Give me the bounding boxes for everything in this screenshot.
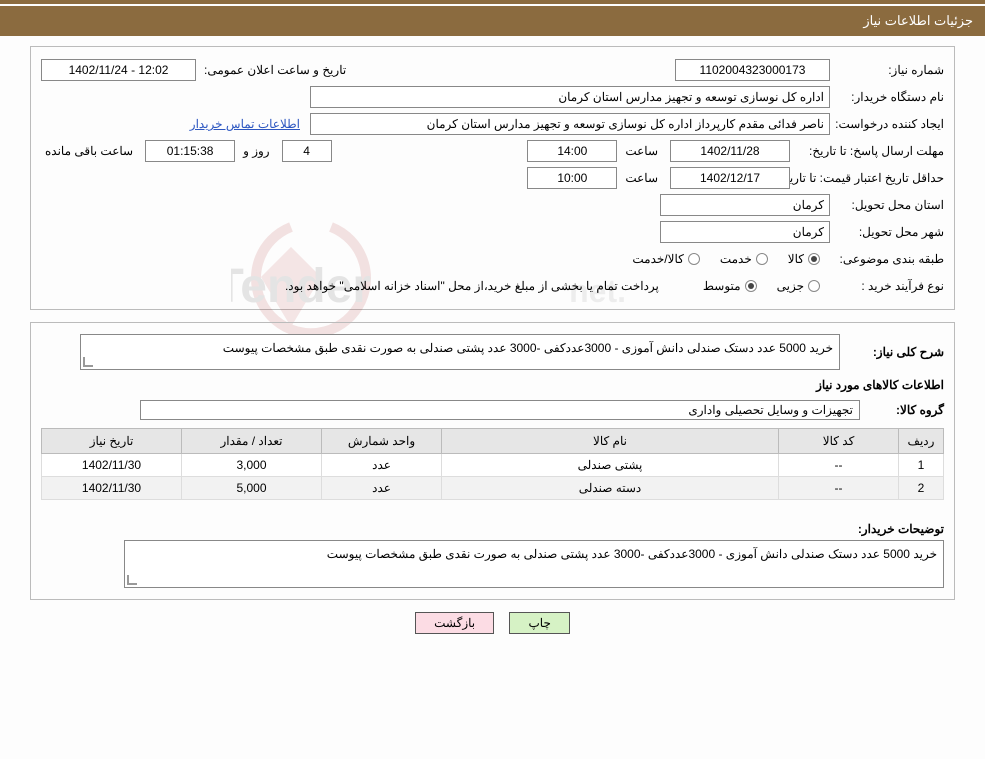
purchase-note: پرداخت تمام یا بخشی از مبلغ خرید،از محل … xyxy=(285,279,659,293)
items-table: ردیف کد کالا نام کالا واحد شمارش تعداد /… xyxy=(41,428,944,500)
radio-label-goods-service: کالا/خدمت xyxy=(632,252,683,266)
resize-handle-icon xyxy=(127,575,137,585)
label-remaining: ساعت باقی مانده xyxy=(41,144,141,158)
radio-ptype-partial[interactable]: جزیی xyxy=(777,279,820,293)
field-answer-deadline-hour: 14:00 xyxy=(527,140,617,162)
label-hour-2: ساعت xyxy=(621,171,666,185)
radio-dot-goods-service xyxy=(688,253,700,265)
radio-label-service: خدمت xyxy=(720,252,752,266)
label-day-and: روز و xyxy=(239,144,278,158)
th-row: ردیف xyxy=(899,429,944,454)
radio-label-partial: جزیی xyxy=(777,279,804,293)
th-name: نام کالا xyxy=(442,429,779,454)
cell-name: پشتی صندلی xyxy=(442,454,779,477)
items-title: اطلاعات کالاهای مورد نیاز xyxy=(41,378,944,392)
label-purchase-type: نوع فرآیند خرید : xyxy=(824,279,944,293)
cell-code: -- xyxy=(779,454,899,477)
radio-dot-service xyxy=(756,253,768,265)
label-overall-desc: شرح کلی نیاز: xyxy=(844,345,944,359)
field-requester: ناصر فدائی مقدم کارپرداز اداره کل نوسازی… xyxy=(310,113,830,135)
label-hour-1: ساعت xyxy=(621,144,666,158)
radio-filled-goods xyxy=(811,256,817,262)
page-title: جزئیات اطلاعات نیاز xyxy=(863,13,973,28)
field-buyer-org: اداره کل نوسازی توسعه و تجهیز مدارس استا… xyxy=(310,86,830,108)
label-requester: ایجاد کننده درخواست: xyxy=(834,117,944,131)
label-province: استان محل تحویل: xyxy=(834,198,944,212)
field-announce-dt: 1402/11/24 - 12:02 xyxy=(41,59,196,81)
field-item-group: تجهیزات و وسایل تحصیلی واداری xyxy=(140,400,860,420)
field-remaining-time: 01:15:38 xyxy=(145,140,235,162)
table-row: 2 -- دسته صندلی عدد 5,000 1402/11/30 xyxy=(42,477,944,500)
cell-qty: 5,000 xyxy=(182,477,322,500)
label-item-group: گروه کالا: xyxy=(864,403,944,417)
label-min-validity: حداقل تاریخ اعتبار قیمت: تا تاریخ: xyxy=(794,171,944,185)
radio-class-service[interactable]: خدمت xyxy=(720,252,768,266)
label-subject-class: طبقه بندی موضوعی: xyxy=(824,252,944,266)
cell-unit: عدد xyxy=(322,454,442,477)
label-buyer-org: نام دستگاه خریدار: xyxy=(834,90,944,104)
cell-name: دسته صندلی xyxy=(442,477,779,500)
section-details: AriaTender .net شماره نیاز: 110200432300… xyxy=(30,46,955,310)
field-buyer-notes: خرید 5000 عدد دستک صندلی دانش آموزی - 30… xyxy=(124,540,944,588)
field-min-validity-date: 1402/12/17 xyxy=(670,167,790,189)
label-need-no: شماره نیاز: xyxy=(834,63,944,77)
cell-code: -- xyxy=(779,477,899,500)
label-announce-dt: تاریخ و ساعت اعلان عمومی: xyxy=(200,63,346,77)
radio-label-medium: متوسط xyxy=(703,279,741,293)
field-min-validity-hour: 10:00 xyxy=(527,167,617,189)
label-buyer-notes: توضیحات خریدار: xyxy=(844,510,944,536)
cell-unit: عدد xyxy=(322,477,442,500)
field-need-no: 1102004323000173 xyxy=(675,59,830,81)
field-city: کرمان xyxy=(660,221,830,243)
radio-class-goods[interactable]: کالا xyxy=(788,252,820,266)
field-overall-desc: خرید 5000 عدد دستک صندلی دانش آموزی - 30… xyxy=(80,334,840,370)
th-unit: واحد شمارش xyxy=(322,429,442,454)
th-qty: تعداد / مقدار xyxy=(182,429,322,454)
buyer-contact-link[interactable]: اطلاعات تماس خریدار xyxy=(190,117,300,131)
table-row: 1 -- پشتی صندلی عدد 3,000 1402/11/30 xyxy=(42,454,944,477)
print-button[interactable]: چاپ xyxy=(509,612,569,634)
radio-ptype-medium[interactable]: متوسط xyxy=(703,279,757,293)
section-items: شرح کلی نیاز: خرید 5000 عدد دستک صندلی د… xyxy=(30,322,955,600)
th-code: کد کالا xyxy=(779,429,899,454)
resize-handle-icon xyxy=(83,357,93,367)
radio-dot-medium xyxy=(745,280,757,292)
label-city: شهر محل تحویل: xyxy=(834,225,944,239)
radio-dot-goods xyxy=(808,253,820,265)
footer-buttons: چاپ بازگشت xyxy=(0,612,985,634)
radio-label-goods: کالا xyxy=(788,252,804,266)
cell-row: 2 xyxy=(899,477,944,500)
cell-date: 1402/11/30 xyxy=(42,477,182,500)
radio-class-goods-service[interactable]: کالا/خدمت xyxy=(632,252,699,266)
cell-qty: 3,000 xyxy=(182,454,322,477)
table-header-row: ردیف کد کالا نام کالا واحد شمارش تعداد /… xyxy=(42,429,944,454)
cell-date: 1402/11/30 xyxy=(42,454,182,477)
radio-dot-partial xyxy=(808,280,820,292)
label-answer-deadline: مهلت ارسال پاسخ: تا تاریخ: xyxy=(794,144,944,158)
field-province: کرمان xyxy=(660,194,830,216)
page-header: جزئیات اطلاعات نیاز xyxy=(0,6,985,36)
back-button[interactable]: بازگشت xyxy=(415,612,494,634)
cell-row: 1 xyxy=(899,454,944,477)
th-date: تاریخ نیاز xyxy=(42,429,182,454)
radio-filled-medium xyxy=(748,283,754,289)
field-answer-deadline-date: 1402/11/28 xyxy=(670,140,790,162)
field-remaining-days: 4 xyxy=(282,140,332,162)
